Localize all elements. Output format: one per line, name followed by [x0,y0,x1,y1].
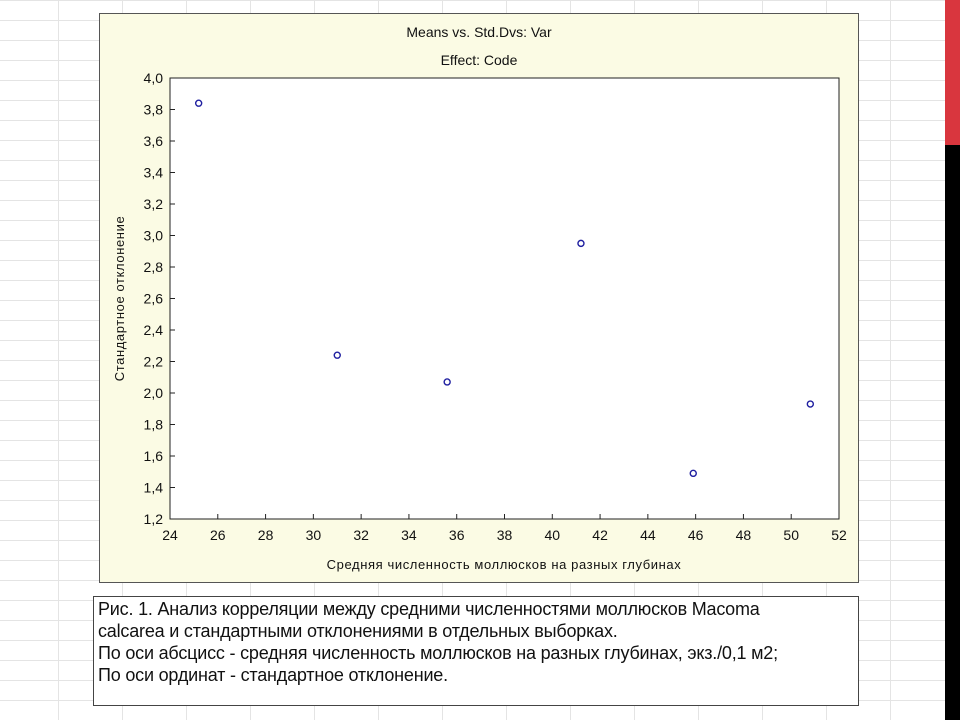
chart-title: Means vs. Std.Dvs: Var [406,24,552,40]
x-tick-label: 42 [592,527,608,543]
data-point [577,239,585,248]
y-tick-label: 1,6 [144,448,164,464]
x-tick-label: 48 [736,527,752,543]
data-point [194,99,203,107]
y-tick-label: 3,2 [144,196,164,212]
y-tick-label: 3,4 [144,165,164,181]
x-axis-label: Средняя численность моллюсков на разных … [327,557,682,572]
y-tick-label: 4,0 [144,70,164,86]
data-point [333,351,341,359]
x-tick-label: 28 [258,527,274,543]
y-tick-label: 2,6 [144,291,164,307]
chart-frame: Means vs. Std.Dvs: Var Effect: Code 24 26 28… [99,13,859,583]
x-tick-label: 30 [306,527,322,543]
data-point [443,378,451,386]
y-tick-label: 3,0 [144,228,164,244]
y-tick-label: 2,4 [144,322,164,338]
figure-caption: Рис. 1. Анализ корреляции между средними… [93,596,859,706]
side-accent-red [945,0,960,145]
y-tick-label: 1,4 [144,480,164,496]
x-tick-label: 24 [162,527,178,543]
x-tick-label: 26 [210,527,226,543]
y-tick-label: 1,8 [144,417,164,433]
y-axis-label: Стандартное отклонение [112,216,127,382]
y-tick-label: 2,2 [144,354,164,370]
x-tick-label: 50 [783,527,799,543]
caption-line-1: Рис. 1. Анализ корреляции между средними… [98,599,760,619]
y-tick-label: 3,8 [144,102,164,118]
x-tick-label: 44 [640,527,656,543]
data-point [806,400,815,408]
x-tick-label: 34 [401,527,417,543]
y-tick-label: 2,8 [144,259,164,275]
x-tick-label: 32 [353,527,369,543]
caption-line-2: calcarea и стандартными отклонениями в о… [98,621,618,641]
scatter-chart: Means vs. Std.Dvs: Var Effect: Code 24 26 28… [112,24,847,572]
data-point [689,469,697,478]
x-tick-label: 46 [688,527,704,543]
side-accent-black [945,145,960,720]
x-tick-label: 52 [831,527,847,543]
chart-subtitle: Effect: Code [441,52,518,68]
caption-line-4: По оси ординат - стандартное отклонение. [98,665,448,685]
y-tick-label: 1,2 [144,511,164,527]
caption-line-3: По оси абсцисс - средняя численность мол… [98,643,778,663]
x-tick-label: 40 [544,527,560,543]
y-tick-label: 2,0 [144,385,164,401]
x-tick-label: 38 [497,527,513,543]
x-tick-label: 36 [449,527,465,543]
y-tick-label: 3,6 [144,133,164,149]
plot-area [169,77,840,520]
